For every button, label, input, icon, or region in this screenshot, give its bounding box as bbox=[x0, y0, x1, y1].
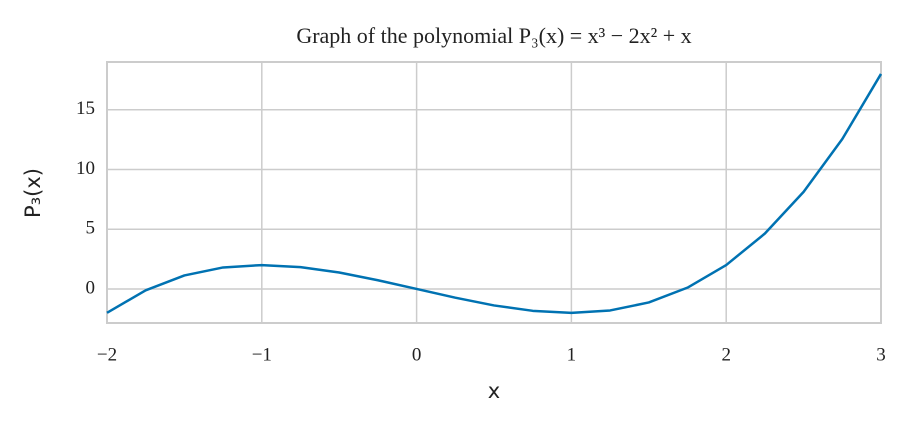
x-tick-label: 2 bbox=[721, 344, 731, 365]
x-tick-label: 0 bbox=[412, 344, 422, 365]
plot-frame bbox=[106, 61, 882, 324]
y-tick-label: 10 bbox=[76, 158, 95, 179]
x-tick-label: 1 bbox=[567, 344, 577, 365]
x-axis-label: x bbox=[488, 379, 500, 403]
line-series bbox=[106, 73, 883, 315]
chart-title: Graph of the polynomial P₃(x) = x³ − 2x²… bbox=[296, 23, 691, 48]
y-tick-label: 5 bbox=[86, 218, 96, 239]
x-tick-label: −1 bbox=[252, 344, 272, 365]
x-tick-label: 3 bbox=[876, 344, 886, 365]
y-tick-label: 15 bbox=[76, 98, 95, 119]
y-axis-label: P₃(x) bbox=[21, 168, 45, 218]
y-tick-label: 0 bbox=[86, 277, 96, 298]
x-tick-label: −2 bbox=[97, 344, 117, 365]
